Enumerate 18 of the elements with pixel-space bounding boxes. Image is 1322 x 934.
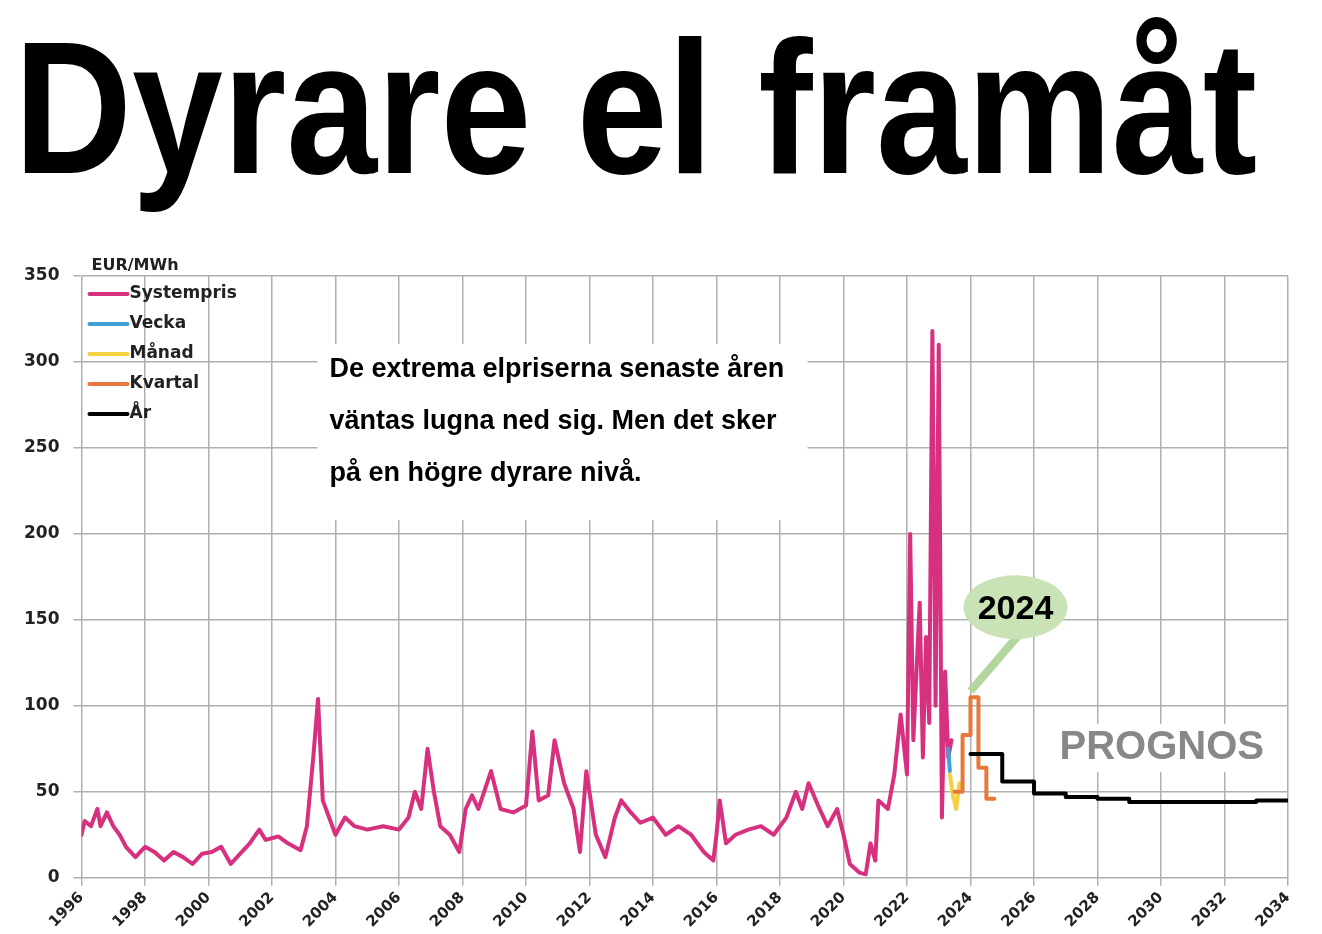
- annotation: 2024: [977, 587, 1054, 626]
- y-tick-label: 350: [23, 264, 60, 285]
- legend-label: År: [129, 400, 152, 423]
- legend-label: Månad: [129, 341, 194, 363]
- chart-title: Dyrare el framåt: [14, 1, 1259, 213]
- legend-label: Vecka: [129, 312, 187, 333]
- y-axis-title: EUR/MWh: [91, 255, 179, 275]
- y-tick-label: 250: [23, 436, 60, 457]
- annotation: PROGNOS: [1059, 723, 1264, 768]
- y-tick-label: 50: [35, 780, 60, 801]
- legend-label: Kvartal: [129, 372, 200, 393]
- y-tick-label: 300: [23, 350, 60, 371]
- y-tick-label: 0: [47, 866, 60, 887]
- legend-label: Systempris: [129, 282, 237, 303]
- y-tick-label: 150: [23, 608, 60, 629]
- annotation: De extrema elpriserna senaste åren väntas lugna ned sig. Men det sker på en högre dyrare nivå.: [329, 352, 785, 487]
- y-tick-label: 200: [23, 522, 60, 543]
- y-tick-label: 100: [23, 694, 60, 715]
